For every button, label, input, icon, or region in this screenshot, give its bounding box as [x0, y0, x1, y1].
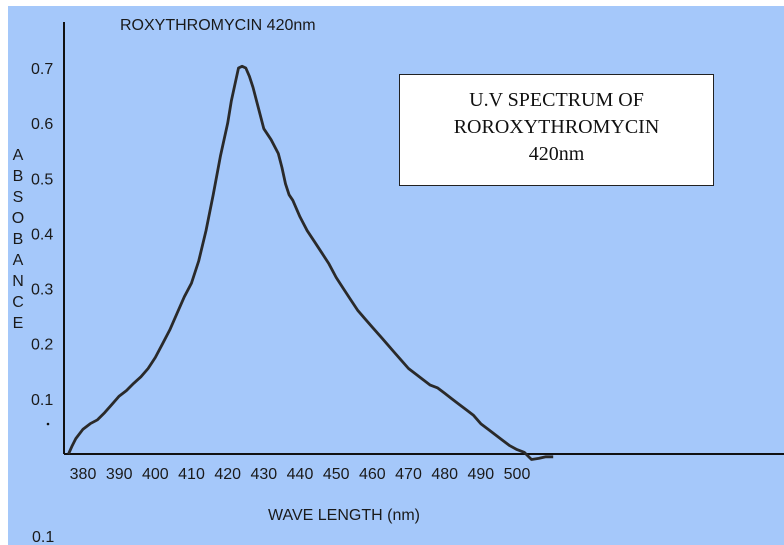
x-tick-label: 500: [504, 466, 531, 483]
y-axis-label-letter: B: [13, 231, 24, 248]
x-tick-label: 380: [70, 466, 97, 483]
y-axis-label-letter: E: [13, 315, 24, 332]
y-axis-label-letter: S: [13, 189, 24, 206]
annotation-box: U.V SPECTRUM OF ROROXYTHROMYCIN 420nm: [399, 74, 714, 186]
x-axis-label: WAVE LENGTH (nm): [268, 507, 420, 524]
y-tick-labels: 0.1 0.2 0.3 0.4 0.5 0.6 0.7: [31, 61, 53, 409]
y-axis-label-letter: A: [13, 252, 24, 269]
x-tick-label: 460: [359, 466, 386, 483]
y-tick-label: 0.3: [31, 282, 53, 299]
x-tick-label: 430: [250, 466, 277, 483]
y-tick-label: 0.6: [31, 116, 53, 133]
y-tick-label: 0.1: [31, 392, 53, 409]
x-tick-label: 400: [142, 466, 169, 483]
x-tick-label: 420: [214, 466, 241, 483]
y-axis-label-letter: N: [12, 273, 24, 290]
spectrum-line: [67, 64, 554, 461]
y-tick-label: 0.4: [31, 226, 53, 243]
y-tick-label: 0.2: [31, 337, 53, 354]
x-tick-label: 390: [106, 466, 133, 483]
x-tick-label: 450: [323, 466, 350, 483]
annotation-line-1: U.V SPECTRUM OF: [469, 89, 644, 111]
x-tick-label: 470: [395, 466, 422, 483]
annotation-line-3: 420nm: [528, 143, 585, 165]
y-axis-label-letter: O: [12, 210, 24, 227]
chart-title: ROXYTHROMYCIN 420nm: [120, 17, 316, 34]
x-tick-label: 410: [178, 466, 205, 483]
x-tick-label: 440: [287, 466, 314, 483]
x-tick-labels: 380 390 400 410 420 430 440 450 460 470 480 490 500: [70, 466, 531, 483]
x-tick-label: 490: [467, 466, 494, 483]
y-tick-label: 0.5: [31, 171, 53, 188]
y-axis-label-letter: C: [12, 294, 24, 311]
y-axis-label-letter: A: [13, 147, 24, 164]
y-tick-label: 0.7: [31, 61, 53, 78]
annotation-line-2: ROROXYTHROMYCIN: [453, 116, 660, 138]
bottom-tick-label: 0.1: [32, 529, 54, 545]
x-tick-label: 480: [431, 466, 458, 483]
stray-dot: [46, 422, 50, 426]
y-axis-label-letter: B: [13, 168, 24, 185]
